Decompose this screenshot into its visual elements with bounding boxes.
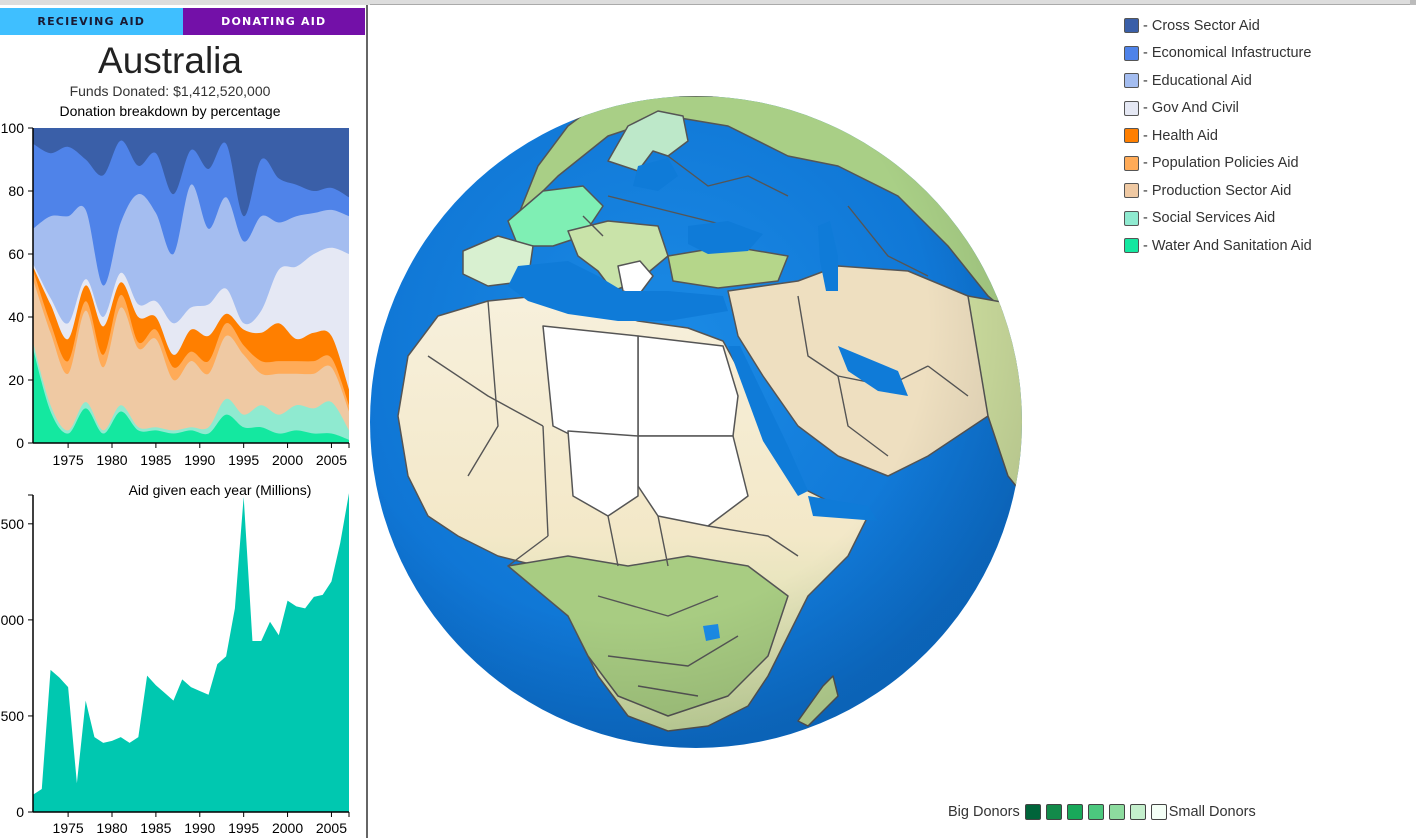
legend-label: - Production Sector Aid bbox=[1143, 182, 1292, 199]
y-tick-label: 500 bbox=[1, 516, 25, 532]
donor-scale-swatch bbox=[1045, 804, 1062, 820]
mode-tabs: RECIEVING AID DONATING AID bbox=[0, 8, 365, 35]
legend-swatch bbox=[1124, 100, 1139, 116]
x-tick-label: 1980 bbox=[96, 820, 127, 836]
breakdown-chart: 0 20 40 60 80 100 1975 1980 1985 1990 1995 2000 2005 bbox=[1, 120, 350, 468]
x-tick-label: 1995 bbox=[228, 820, 259, 836]
legend-swatch bbox=[1124, 238, 1139, 254]
x-tick-label: 1985 bbox=[140, 452, 171, 468]
aid-area[interactable] bbox=[33, 493, 349, 812]
y-tick-label: 40 bbox=[8, 309, 24, 325]
legend-item[interactable]: - Water And Sanitation Aid bbox=[1124, 232, 1312, 260]
series-area[interactable] bbox=[33, 279, 349, 443]
legend-swatch bbox=[1124, 183, 1139, 199]
y-tick-label: 80 bbox=[8, 183, 24, 199]
country-title: Australia bbox=[98, 40, 242, 81]
yearly-aid-chart: Aid given each year (Millions) 0 500 000 50… bbox=[1, 482, 350, 836]
donor-scale: Big Donors Small Donors bbox=[948, 804, 1256, 820]
x-tick-label: 2005 bbox=[316, 820, 347, 836]
legend-label: - Water And Sanitation Aid bbox=[1143, 237, 1312, 254]
y-tick-label: 0 bbox=[16, 804, 24, 820]
donor-scale-swatch bbox=[1129, 804, 1146, 820]
legend-label: - Economical Infastructure bbox=[1143, 45, 1312, 62]
y-tick-label: 60 bbox=[8, 246, 24, 262]
x-tick-label: 1990 bbox=[184, 452, 215, 468]
sidebar-divider bbox=[366, 5, 368, 838]
legend-item[interactable]: - Health Aid bbox=[1124, 122, 1312, 150]
y-tick-label: 100 bbox=[1, 120, 25, 136]
y-tick-label: 20 bbox=[8, 372, 24, 388]
legend-item[interactable]: - Social Services Aid bbox=[1124, 205, 1312, 233]
legend-label: - Health Aid bbox=[1143, 127, 1218, 144]
funds-donated: Funds Donated: $1,412,520,000 bbox=[69, 83, 271, 99]
legend-item[interactable]: - Population Policies Aid bbox=[1124, 150, 1312, 178]
aid-type-legend: - Cross Sector Aid - Economical Infastru… bbox=[1124, 12, 1312, 260]
legend-swatch bbox=[1124, 45, 1139, 61]
x-tick-label: 2000 bbox=[272, 452, 303, 468]
x-tick-label: 1975 bbox=[53, 452, 84, 468]
series-area[interactable] bbox=[33, 342, 349, 443]
legend-item[interactable]: - Production Sector Aid bbox=[1124, 177, 1312, 205]
x-tick-label: 1990 bbox=[184, 820, 215, 836]
x-tick-label: 2000 bbox=[272, 820, 303, 836]
donor-scale-small-label: Small Donors bbox=[1168, 804, 1256, 820]
donor-scale-swatch bbox=[1150, 804, 1167, 820]
donor-scale-swatch bbox=[1066, 804, 1083, 820]
legend-item[interactable]: - Economical Infastructure bbox=[1124, 40, 1312, 68]
tab-receiving-aid[interactable]: RECIEVING AID bbox=[0, 8, 183, 35]
x-tick-label: 1995 bbox=[228, 452, 259, 468]
legend-swatch bbox=[1124, 155, 1139, 171]
y-tick-label: 500 bbox=[1, 708, 25, 724]
y-tick-label: 000 bbox=[1, 612, 25, 628]
globe-shading bbox=[370, 96, 1022, 748]
x-tick-label: 1975 bbox=[53, 820, 84, 836]
legend-swatch bbox=[1124, 128, 1139, 144]
y-tick-label: 0 bbox=[16, 435, 24, 451]
legend-swatch bbox=[1124, 73, 1139, 89]
globe-map[interactable] bbox=[368, 96, 1024, 752]
legend-item[interactable]: - Cross Sector Aid bbox=[1124, 12, 1312, 40]
donor-scale-big-label: Big Donors bbox=[948, 804, 1020, 820]
yearly-aid-chart-title: Aid given each year (Millions) bbox=[129, 482, 312, 498]
legend-swatch bbox=[1124, 210, 1139, 226]
legend-item[interactable]: - Educational Aid bbox=[1124, 67, 1312, 95]
legend-swatch bbox=[1124, 18, 1139, 34]
donor-scale-swatch bbox=[1108, 804, 1125, 820]
breakdown-chart-title: Donation breakdown by percentage bbox=[59, 103, 281, 119]
window-top-border bbox=[370, 4, 1416, 5]
tab-donating-aid[interactable]: DONATING AID bbox=[182, 8, 365, 35]
legend-label: - Educational Aid bbox=[1143, 72, 1252, 89]
donor-scale-swatch bbox=[1087, 804, 1104, 820]
x-tick-label: 1980 bbox=[96, 452, 127, 468]
legend-label: - Social Services Aid bbox=[1143, 210, 1276, 227]
legend-item[interactable]: - Gov And Civil bbox=[1124, 95, 1312, 123]
series-area[interactable] bbox=[33, 348, 349, 444]
donor-scale-swatch bbox=[1024, 804, 1041, 820]
window-top-bar bbox=[0, 0, 1416, 5]
legend-label: - Gov And Civil bbox=[1143, 100, 1239, 117]
x-tick-label: 2005 bbox=[316, 452, 347, 468]
legend-label: - Cross Sector Aid bbox=[1143, 17, 1260, 34]
scrollbar[interactable] bbox=[1410, 0, 1416, 5]
x-tick-label: 1985 bbox=[140, 820, 171, 836]
legend-label: - Population Policies Aid bbox=[1143, 155, 1299, 172]
